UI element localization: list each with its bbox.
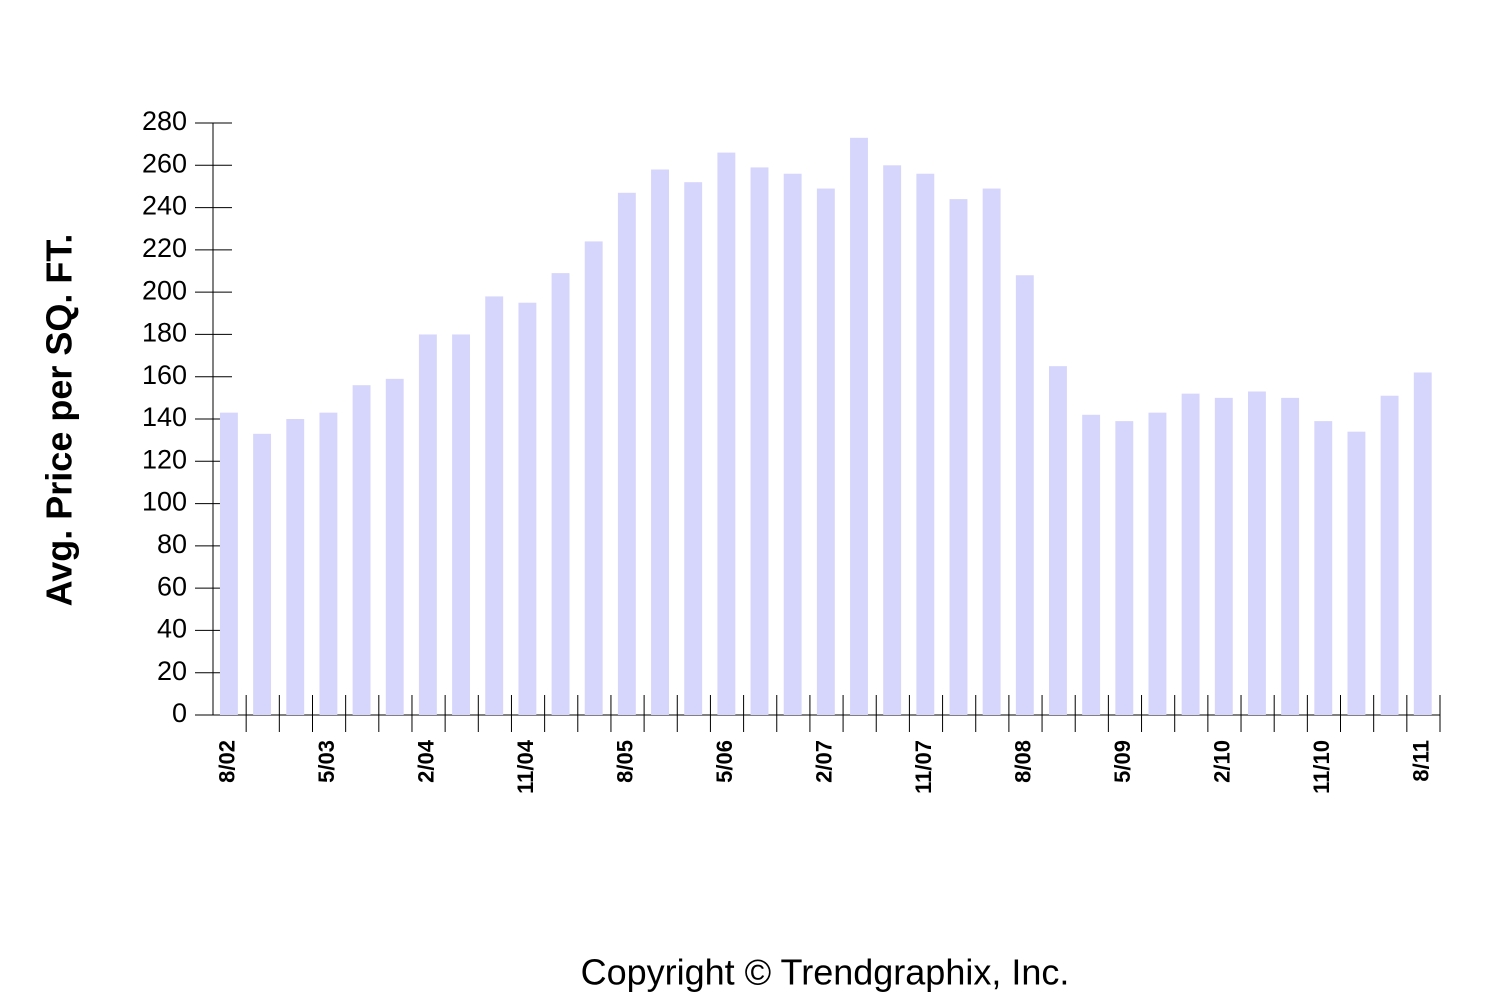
x-tick-label: 11/07 [911,740,936,794]
copyright: Copyright © Trendgraphix, Inc. [581,952,1070,993]
bar [1115,421,1134,715]
x-tick-label: 11/10 [1309,740,1334,794]
x-tick-label: 5/09 [1110,740,1135,783]
bar [883,165,902,716]
bar [1181,393,1200,715]
bar [916,173,935,715]
bar [253,433,272,715]
bar [452,334,471,715]
y-tick-label: 100 [142,487,187,517]
bar [651,169,669,715]
bar [949,199,968,716]
y-tick-label: 80 [157,529,187,559]
y-tick-label: 280 [142,106,187,136]
x-tick-label: 2/10 [1210,740,1235,783]
bar [219,412,238,715]
x-tick-label: 2/04 [414,739,439,783]
y-tick-label: 180 [142,318,187,348]
y-tick-label: 160 [142,360,187,390]
y-tick-label: 220 [142,233,187,263]
bar [385,378,404,715]
y-tick-label: 20 [157,656,187,686]
bar [485,296,504,715]
bar [286,419,305,715]
bar [352,385,371,715]
bar [418,334,437,715]
x-tick-label: 8/05 [613,740,638,783]
x-tick-label: 8/02 [215,740,240,783]
y-tick-label: 200 [142,275,187,305]
y-tick-label: 40 [157,614,187,644]
bar [1015,275,1034,715]
bar [1281,397,1300,715]
bar [1380,395,1399,715]
x-tick-label: 8/11 [1409,740,1434,782]
bar [518,302,537,715]
bar [617,192,636,715]
y-tick-label: 240 [142,191,187,221]
bar [1314,421,1333,715]
y-tick-label: 0 [172,698,187,728]
x-tick-label: 11/04 [513,739,538,794]
y-tick-label: 140 [142,402,187,432]
bar [1413,372,1432,715]
bar [319,412,338,715]
bar [684,182,703,715]
bar [717,152,736,716]
y-tick-label: 60 [157,571,187,601]
bar [1148,412,1167,715]
x-tick-label: 2/07 [812,740,837,783]
x-tick-label: 5/06 [712,740,737,783]
bar [783,173,802,715]
bar [1247,391,1266,715]
bar [1347,431,1366,715]
y-tick-label: 260 [142,148,187,178]
bar [551,273,570,715]
x-tick-label: 8/08 [1011,740,1036,783]
y-tick-label: 120 [142,444,187,474]
y-axis-title: Avg. Price per SQ. FT. [39,234,80,607]
bar [1214,397,1233,715]
bar [1082,414,1101,715]
bar [584,241,603,715]
bar [816,188,835,716]
bar [750,167,769,715]
bar [1049,366,1067,715]
bar [982,188,1001,716]
bar [850,137,868,716]
x-tick-label: 5/03 [314,740,339,783]
